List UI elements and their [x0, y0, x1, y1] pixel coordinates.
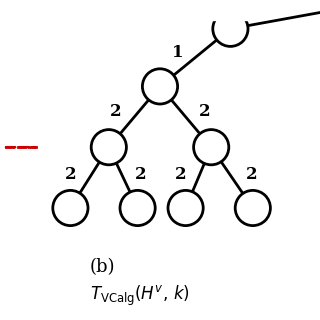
Circle shape — [235, 190, 270, 226]
Circle shape — [168, 190, 203, 226]
Text: 2: 2 — [65, 166, 76, 183]
Text: (b): (b) — [90, 258, 115, 276]
Circle shape — [213, 11, 248, 46]
Circle shape — [91, 130, 126, 165]
Text: 2: 2 — [175, 166, 187, 183]
Text: 2: 2 — [199, 103, 211, 121]
Circle shape — [194, 130, 229, 165]
Circle shape — [120, 190, 155, 226]
Text: 1: 1 — [172, 44, 183, 61]
Text: $T_{\mathrm{VCalg}}(H^v,\, k)$: $T_{\mathrm{VCalg}}(H^v,\, k)$ — [90, 284, 190, 308]
Text: 2: 2 — [245, 166, 257, 183]
Circle shape — [142, 69, 178, 104]
Text: 2: 2 — [135, 166, 147, 183]
Text: 2: 2 — [109, 103, 121, 121]
Circle shape — [53, 190, 88, 226]
Bar — [210, 0, 251, 20]
